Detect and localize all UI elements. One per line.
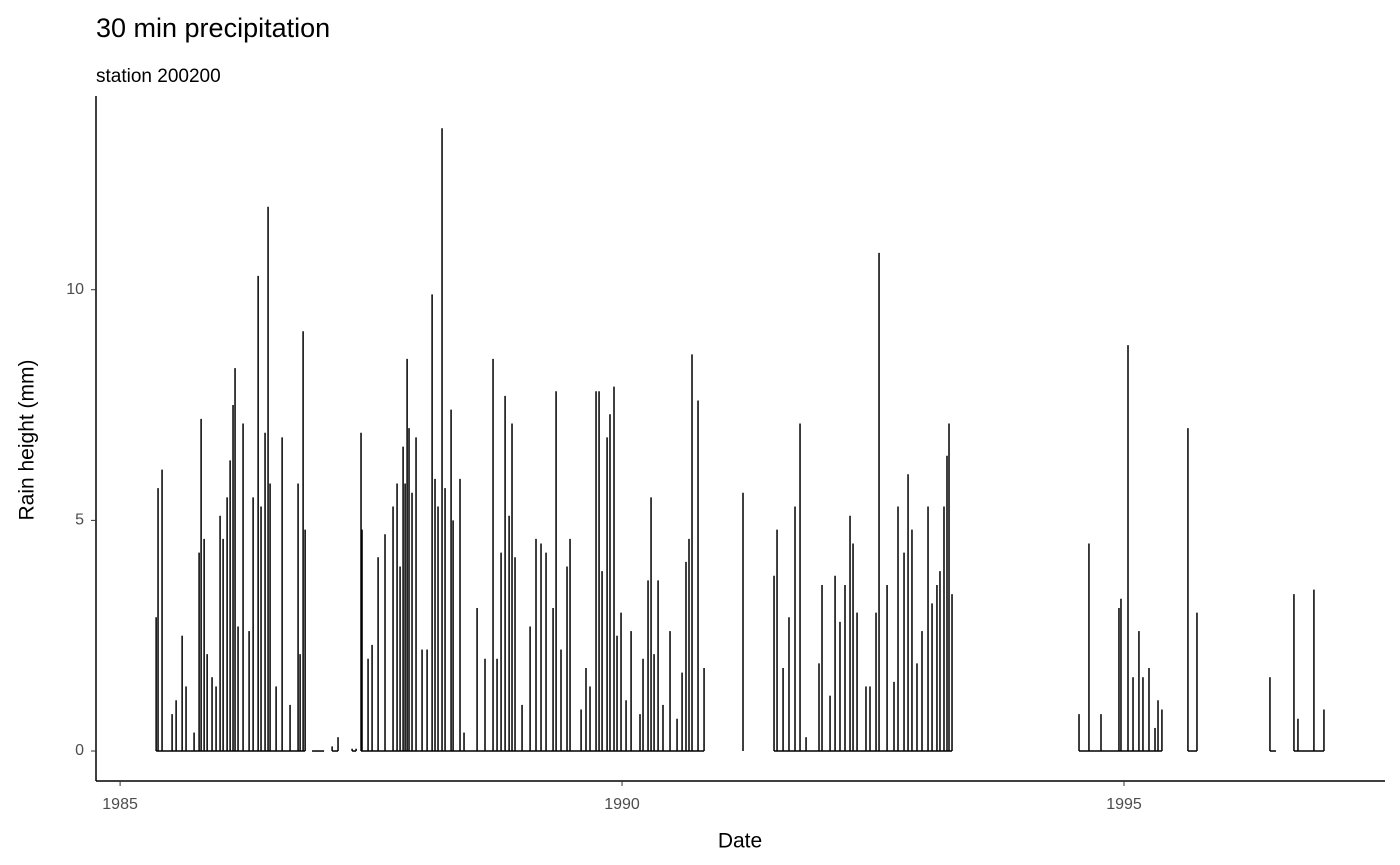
chart-subtitle: station 200200 [96,66,221,87]
y-tick-label: 0 [75,742,84,759]
x-tick-label: 1985 [102,796,138,813]
chart-title: 30 min precipitation [96,13,330,43]
x-tick-label: 1990 [604,796,640,813]
x-tick-label: 1995 [1106,796,1142,813]
y-axis-label: Rain height (mm) [16,359,39,520]
y-tick-label: 10 [66,281,84,298]
y-tick-label: 5 [75,512,84,529]
x-axis-label: Date [718,830,762,853]
